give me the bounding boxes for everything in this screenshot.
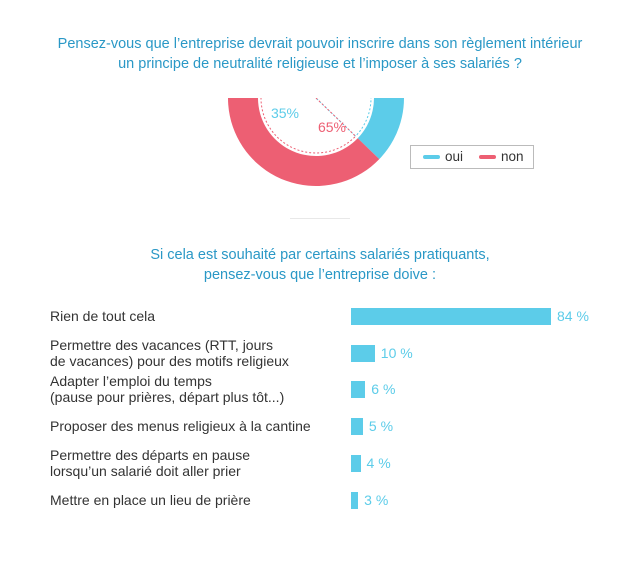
bar-category-label: Adapter l’emploi du temps (pause pour pri… (50, 373, 350, 405)
bar-chart-title: Si cela est souhaité par certains salari… (0, 245, 640, 285)
legend-label-oui: oui (445, 149, 464, 164)
bar-value-label: 4 % (366, 455, 391, 471)
bar-category-label-line: (pause pour prières, départ plus tôt...) (50, 389, 285, 405)
legend-swatch-oui (423, 154, 440, 159)
bar-6 (351, 492, 359, 509)
bar-category-label: Proposer des menus religieux à la cantin… (50, 418, 350, 434)
bar-category-label-line: lorsqu’un salarié doit aller prier (50, 463, 241, 479)
bar-4 (351, 418, 363, 435)
bar-1 (351, 308, 551, 325)
bar-3 (351, 381, 366, 398)
legend-swatch-non (479, 154, 496, 159)
donut-chart: 35% 65% (228, 98, 404, 186)
bar-title-line-2: pensez-vous que l’entreprise doive : (203, 267, 437, 283)
bar-category-label-line: Rien de tout cela (50, 308, 156, 324)
donut-label-oui: 35% (271, 105, 299, 121)
legend-label-non: non (501, 149, 524, 164)
legend-item-non: non (479, 149, 524, 164)
bar-2 (351, 345, 375, 362)
donut-label-non: 65% (318, 119, 346, 135)
bar-category-label: Rien de tout cela (50, 308, 350, 324)
pie-chart-title: Pensez-vous que l’entreprise devrait pou… (0, 34, 640, 74)
bar-value-label: 84 % (557, 308, 589, 324)
bar-value-label: 10 % (380, 345, 413, 361)
bar-category-label-line: de vacances) pour des motifs religieux (50, 353, 289, 369)
bar-value-label: 6 % (371, 381, 396, 397)
pie-title-line-1: Pensez-vous que l’entreprise devrait pou… (57, 36, 583, 52)
bar-category-label: Mettre en place un lieu de prière (50, 492, 350, 508)
pie-title-line-2: un principe de neutralité religieuse et … (118, 56, 522, 72)
donut-slice-outline-non (260, 98, 357, 154)
bar-category-label-line: Proposer des menus religieux à la cantin… (50, 418, 311, 434)
bar-category-label-line: Permettre des vacances (RTT, jours (50, 337, 274, 353)
bar-title-line-1: Si cela est souhaité par certains salari… (150, 247, 490, 263)
bar-category-label: Permettre des départs en pause lorsqu’un … (50, 447, 350, 479)
bar-value-label: 5 % (368, 418, 394, 434)
section-divider (290, 218, 350, 219)
donut-slice-non (228, 98, 380, 186)
legend-item-oui: oui (423, 149, 463, 164)
bar-5 (351, 455, 361, 472)
donut-slice-oui (357, 98, 404, 160)
bar-category-label: Permettre des vacances (RTT, jours de vac… (50, 337, 350, 369)
bar-category-label-line: Permettre des départs en pause (50, 447, 251, 463)
bar-category-label-line: Mettre en place un lieu de prière (50, 492, 251, 508)
bar-value-label: 3 % (364, 492, 389, 508)
chart-legend: oui non (410, 145, 534, 169)
bar-category-label-line: Adapter l’emploi du temps (50, 373, 212, 389)
